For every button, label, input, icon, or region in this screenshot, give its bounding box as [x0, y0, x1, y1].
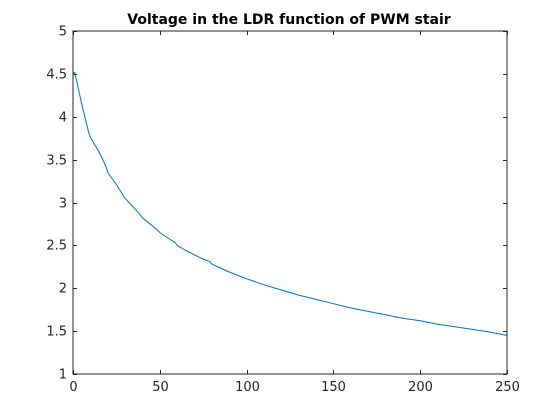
y-tick-label: 4: [59, 111, 67, 126]
y-tick-label: 4.5: [46, 68, 67, 83]
y-tick-label: 1.5: [46, 325, 67, 340]
axes-box: [72, 30, 508, 375]
x-tick-label: 200: [408, 380, 433, 395]
chart-title: Voltage in the LDR function of PWM stair: [127, 12, 451, 28]
y-tick-label: 2: [59, 282, 67, 297]
series-layer: [72, 71, 508, 336]
x-tick-label: 250: [495, 380, 520, 395]
y-tick-label: 5: [59, 25, 67, 40]
series-line-1: [72, 71, 508, 336]
x-tick-label: 50: [152, 380, 169, 395]
y-tick-label: 3: [59, 197, 67, 212]
x-axis: 0 50 100 150 200 250: [69, 31, 520, 395]
y-tick-label: 3.5: [46, 154, 67, 169]
y-axis: 1 1.5 2 2.5 3 3.5 4 4.5 5: [46, 25, 507, 383]
x-tick-label: 100: [235, 380, 260, 395]
x-tick-label: 0: [69, 380, 77, 395]
x-tick-label: 150: [321, 380, 346, 395]
y-tick-label: 1: [59, 368, 67, 383]
y-tick-label: 2.5: [46, 239, 67, 254]
plot-area: 0 50 100 150 200 250 1 1.5 2 2.5 3 3.5 4 4.5 5: [46, 25, 520, 396]
